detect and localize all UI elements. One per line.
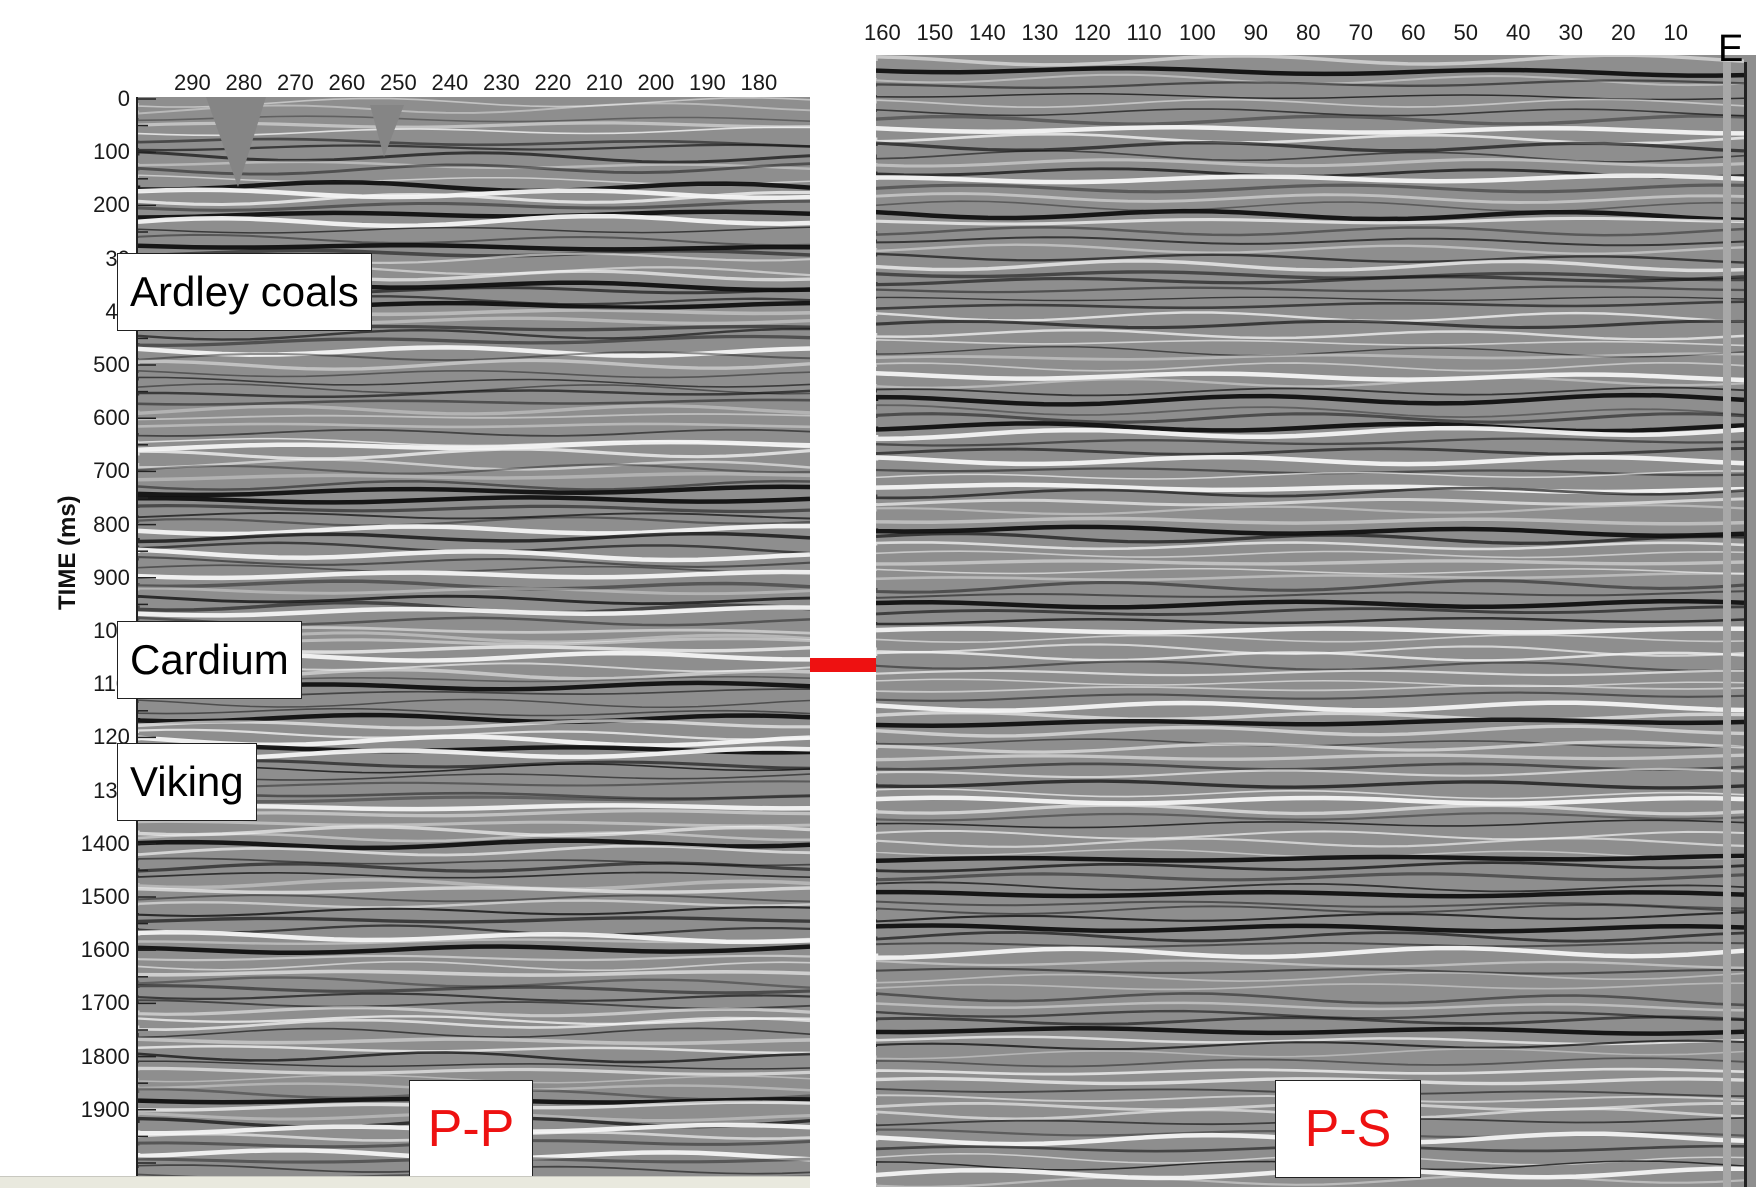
- pp-seismic-image: [138, 97, 810, 1187]
- ps-cdp-tick-label: 60: [1401, 20, 1426, 45]
- ps-cdp-tick-label: 20: [1611, 20, 1636, 45]
- ps-cdp-tick-label: 100: [1179, 20, 1216, 45]
- pp-section-label: P-P: [409, 1080, 533, 1178]
- time-tick-label: 1800: [80, 1043, 130, 1069]
- time-tick-label: 1400: [80, 830, 130, 856]
- time-tick-label: 1600: [80, 937, 130, 963]
- window-status-strip: [0, 1176, 810, 1188]
- pp-cdp-tick-label: 200: [637, 70, 675, 95]
- correlation-tie-line: [810, 658, 876, 672]
- ps-cdp-tick-label: 160: [864, 20, 901, 45]
- ps-seismic-image: [876, 55, 1745, 1187]
- time-tick-label: 0: [117, 86, 130, 111]
- horizon-label-cardium: Cardium: [117, 621, 302, 699]
- pp-cdp-tick-label: 190: [689, 70, 726, 95]
- time-tick-label: 1700: [80, 990, 130, 1016]
- pp-cdp-tick-label: 250: [380, 70, 417, 95]
- ps-cdp-tick-label: 130: [1021, 20, 1059, 45]
- pp-seismic-section: [138, 97, 810, 1187]
- ps-cdp-tick-label: 90: [1243, 20, 1268, 45]
- time-tick-label: 1900: [80, 1096, 130, 1122]
- time-tick-label: 120: [93, 724, 130, 750]
- ps-seismic-section: [876, 55, 1756, 1187]
- pp-cdp-tick-label: 210: [586, 70, 623, 95]
- ps-cdp-tick-label: 10: [1663, 20, 1688, 45]
- time-tick-label: 100: [93, 139, 130, 165]
- horizon-label-viking: Viking: [117, 743, 257, 821]
- time-tick-label: 1500: [80, 884, 130, 909]
- corner-letter: E: [1718, 28, 1744, 70]
- ps-cdp-tick-label: 140: [969, 20, 1006, 45]
- pp-cdp-tick-label: 270: [277, 70, 314, 95]
- ps-edge-band: [1723, 62, 1731, 1187]
- time-axis-title: TIME (ms): [54, 495, 81, 610]
- time-tick-label: 900: [93, 564, 130, 590]
- time-tick-label: 200: [93, 192, 130, 218]
- pp-cdp-tick-label: 280: [225, 70, 263, 95]
- pp-cdp-tick-label: 230: [483, 70, 520, 95]
- ps-cdp-tick-label: 150: [916, 20, 954, 45]
- pp-cdp-tick-label: 220: [534, 70, 572, 95]
- time-tick-label: 600: [93, 405, 130, 431]
- ps-cdp-tick-label: 80: [1296, 20, 1321, 45]
- ps-cdp-tick-label: 40: [1506, 20, 1531, 45]
- pp-cdp-tick-label: 260: [328, 70, 366, 95]
- ps-cdp-tick-label: 120: [1074, 20, 1111, 45]
- ps-cdp-tick-label: 30: [1558, 20, 1583, 45]
- ps-cdp-tick-label: 70: [1348, 20, 1373, 45]
- ps-edge-line: [1744, 62, 1747, 1187]
- pp-cdp-tick-label: 180: [740, 70, 778, 95]
- ps-cdp-tick-label: 50: [1453, 20, 1478, 45]
- ps-cdp-tick-label: 110: [1126, 20, 1162, 45]
- pp-cdp-tick-label: 240: [431, 70, 469, 95]
- ps-section-label: P-S: [1275, 1080, 1421, 1178]
- time-tick-label: 800: [93, 511, 130, 537]
- pp-cdp-tick-label: 290: [174, 70, 211, 95]
- horizon-label-ardley-coals: Ardley coals: [117, 253, 372, 331]
- time-tick-label: 700: [93, 458, 130, 484]
- time-tick-label: 500: [93, 352, 130, 377]
